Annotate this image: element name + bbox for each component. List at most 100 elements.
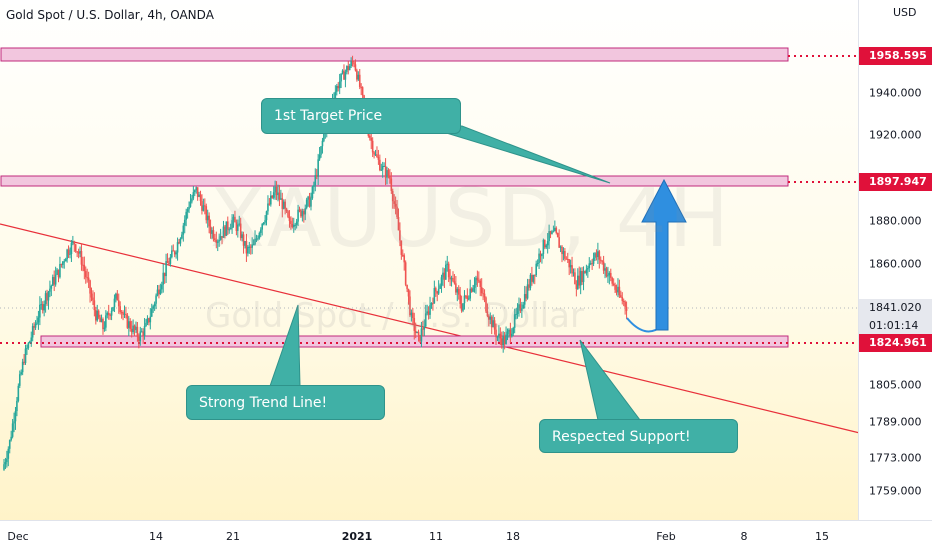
candle-body xyxy=(129,321,132,329)
candle-body xyxy=(437,288,440,294)
candle-body xyxy=(291,223,294,228)
candle-body xyxy=(376,154,378,158)
candle-body xyxy=(83,264,86,272)
candle-body xyxy=(4,462,7,465)
candle-body xyxy=(113,298,116,308)
candle-body xyxy=(87,277,90,281)
candle-body xyxy=(353,62,355,65)
candle-body xyxy=(516,308,519,314)
candle-body xyxy=(581,271,583,283)
price-label: 1805.000 xyxy=(869,378,922,392)
candle-body xyxy=(126,314,129,328)
candle-body xyxy=(591,263,593,265)
candle-body xyxy=(482,293,484,295)
target-price-tag: 1897.947 xyxy=(859,173,932,191)
candle-body xyxy=(429,305,431,315)
candle-body xyxy=(307,196,309,200)
candle-body xyxy=(460,303,463,311)
candle-body xyxy=(568,259,570,268)
candle-body xyxy=(86,277,88,279)
candle-body xyxy=(612,283,615,286)
candle-body xyxy=(389,176,391,179)
price-label: 1759.000 xyxy=(869,484,922,498)
candle-body xyxy=(24,348,27,363)
candle-body xyxy=(82,264,84,266)
candle-body xyxy=(406,284,408,289)
candle-body xyxy=(36,322,38,324)
candle-body xyxy=(602,261,605,271)
candle-body xyxy=(115,293,117,299)
candle-body xyxy=(158,289,160,295)
candle-body xyxy=(559,246,562,248)
candle-body xyxy=(533,274,536,276)
candle-body xyxy=(206,215,209,221)
candle-body xyxy=(515,313,517,315)
candle-body xyxy=(587,268,589,270)
candle-body xyxy=(93,300,96,311)
candle-body xyxy=(33,326,35,328)
candle-body xyxy=(478,280,480,282)
candle-body xyxy=(60,264,63,266)
candle-body xyxy=(430,302,433,306)
candle-body xyxy=(614,285,616,290)
candle-body xyxy=(272,192,275,198)
candle-body xyxy=(495,329,497,337)
candle-body xyxy=(69,254,71,256)
candle-body xyxy=(595,253,598,258)
candle-body xyxy=(343,70,345,80)
candle-body xyxy=(14,411,17,422)
candle-body xyxy=(396,206,398,218)
price-label: 1789.000 xyxy=(869,415,922,429)
candle-body xyxy=(251,244,253,248)
time-axis[interactable]: Dec 14 21 2021 11 18 Feb 8 15 xyxy=(0,520,932,551)
candle-body xyxy=(53,277,56,285)
candle-body xyxy=(77,251,80,254)
candle-body xyxy=(146,318,149,323)
target-callout[interactable]: 1st Target Price xyxy=(261,98,461,134)
candle-body xyxy=(72,241,74,243)
candle-body xyxy=(241,234,243,239)
candle-body xyxy=(201,201,203,211)
candle-body xyxy=(64,259,67,262)
candle-body xyxy=(135,326,137,331)
candle-body xyxy=(347,66,350,71)
candle-body xyxy=(344,71,347,80)
candle-body xyxy=(109,314,111,316)
candle-body xyxy=(450,277,453,280)
candle-body xyxy=(354,64,357,71)
price-scale[interactable]: USD 1940.000 1920.000 1880.000 1860.000 … xyxy=(858,0,932,520)
symbol-title[interactable]: Gold Spot / U.S. Dollar, 4h, OANDA xyxy=(6,8,214,22)
candle-body xyxy=(21,361,24,373)
candle-body xyxy=(17,385,20,401)
candle-body xyxy=(357,74,360,80)
candle-body xyxy=(258,232,261,239)
trend-line xyxy=(0,223,869,436)
candle-body xyxy=(337,85,340,89)
candle-body xyxy=(74,244,77,252)
time-label: 21 xyxy=(226,530,240,543)
candle-body xyxy=(244,240,246,246)
candle-body xyxy=(360,86,362,88)
candle-body xyxy=(229,227,232,230)
candle-body xyxy=(168,263,170,265)
candle-body xyxy=(173,251,176,255)
candle-body xyxy=(120,312,123,314)
support-callout[interactable]: Respected Support! xyxy=(539,419,738,453)
candle-body xyxy=(218,239,220,242)
candle-body xyxy=(298,209,301,211)
candle-body xyxy=(336,85,338,92)
trendline-callout[interactable]: Strong Trend Line! xyxy=(186,385,385,420)
candle-body xyxy=(513,314,516,328)
candle-body xyxy=(414,330,417,333)
candle-body xyxy=(193,190,196,193)
candle-body xyxy=(542,239,545,254)
candle-body xyxy=(198,194,200,197)
currency-label[interactable]: USD xyxy=(893,6,917,19)
candle-body xyxy=(571,265,573,274)
candle-body xyxy=(150,308,153,317)
candle-body xyxy=(162,272,165,285)
candle-body xyxy=(536,262,539,264)
candle-body xyxy=(475,277,477,286)
